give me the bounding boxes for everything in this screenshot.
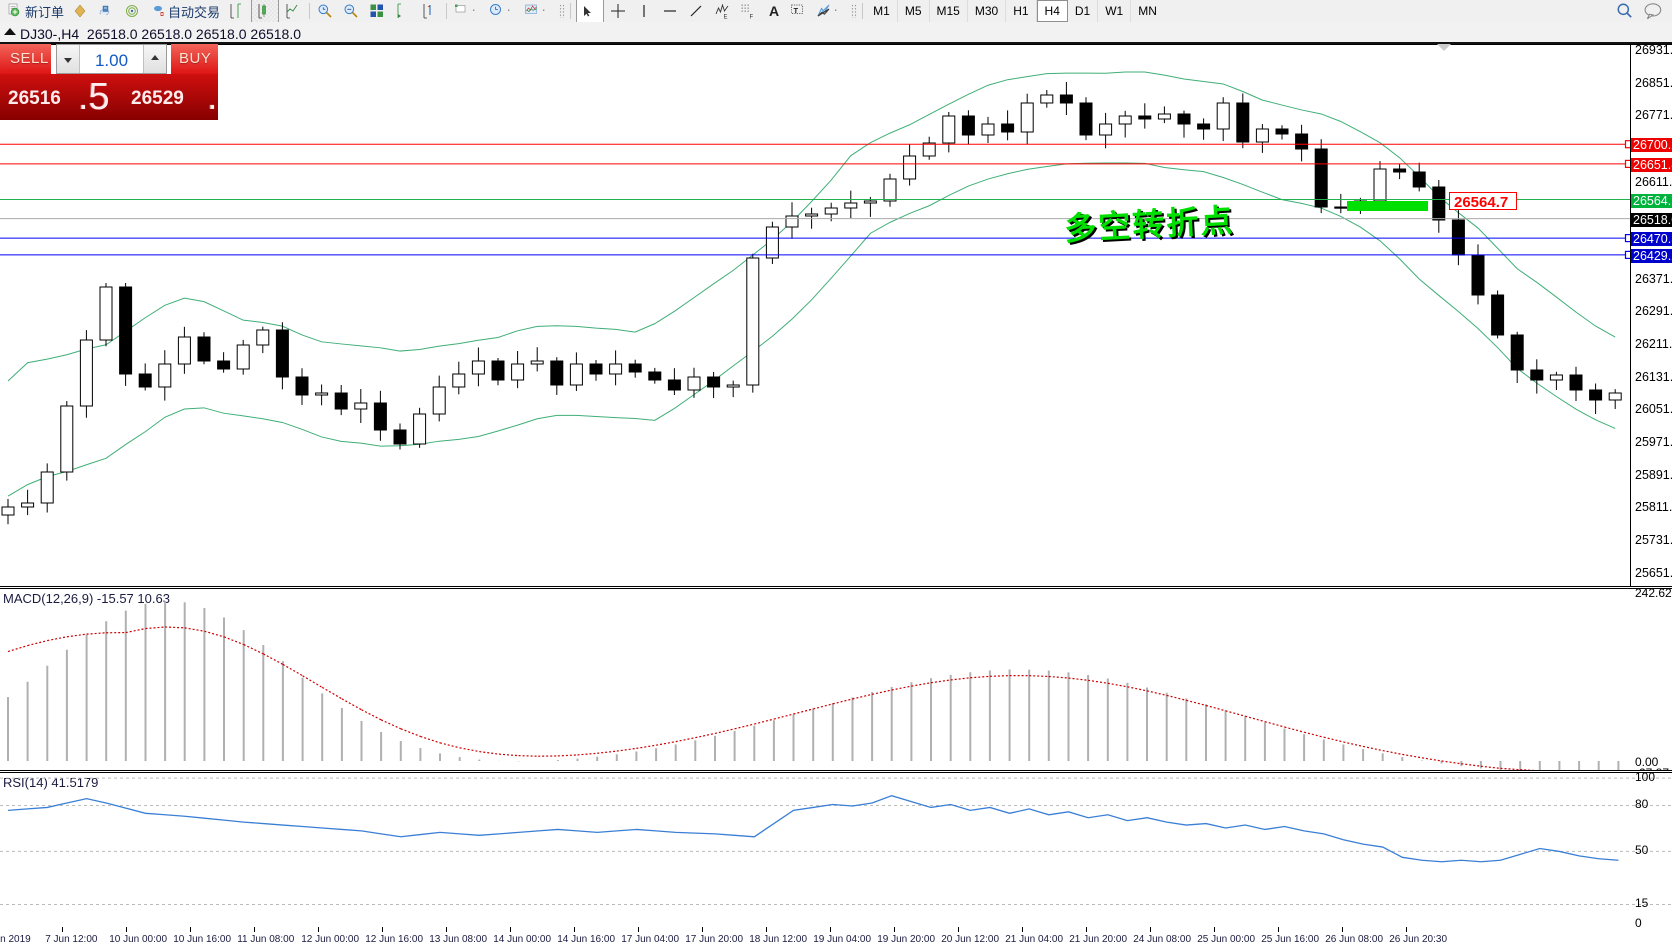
svg-text:F: F — [750, 15, 754, 20]
svg-text:T: T — [794, 6, 799, 15]
svg-text:E: E — [724, 15, 728, 20]
